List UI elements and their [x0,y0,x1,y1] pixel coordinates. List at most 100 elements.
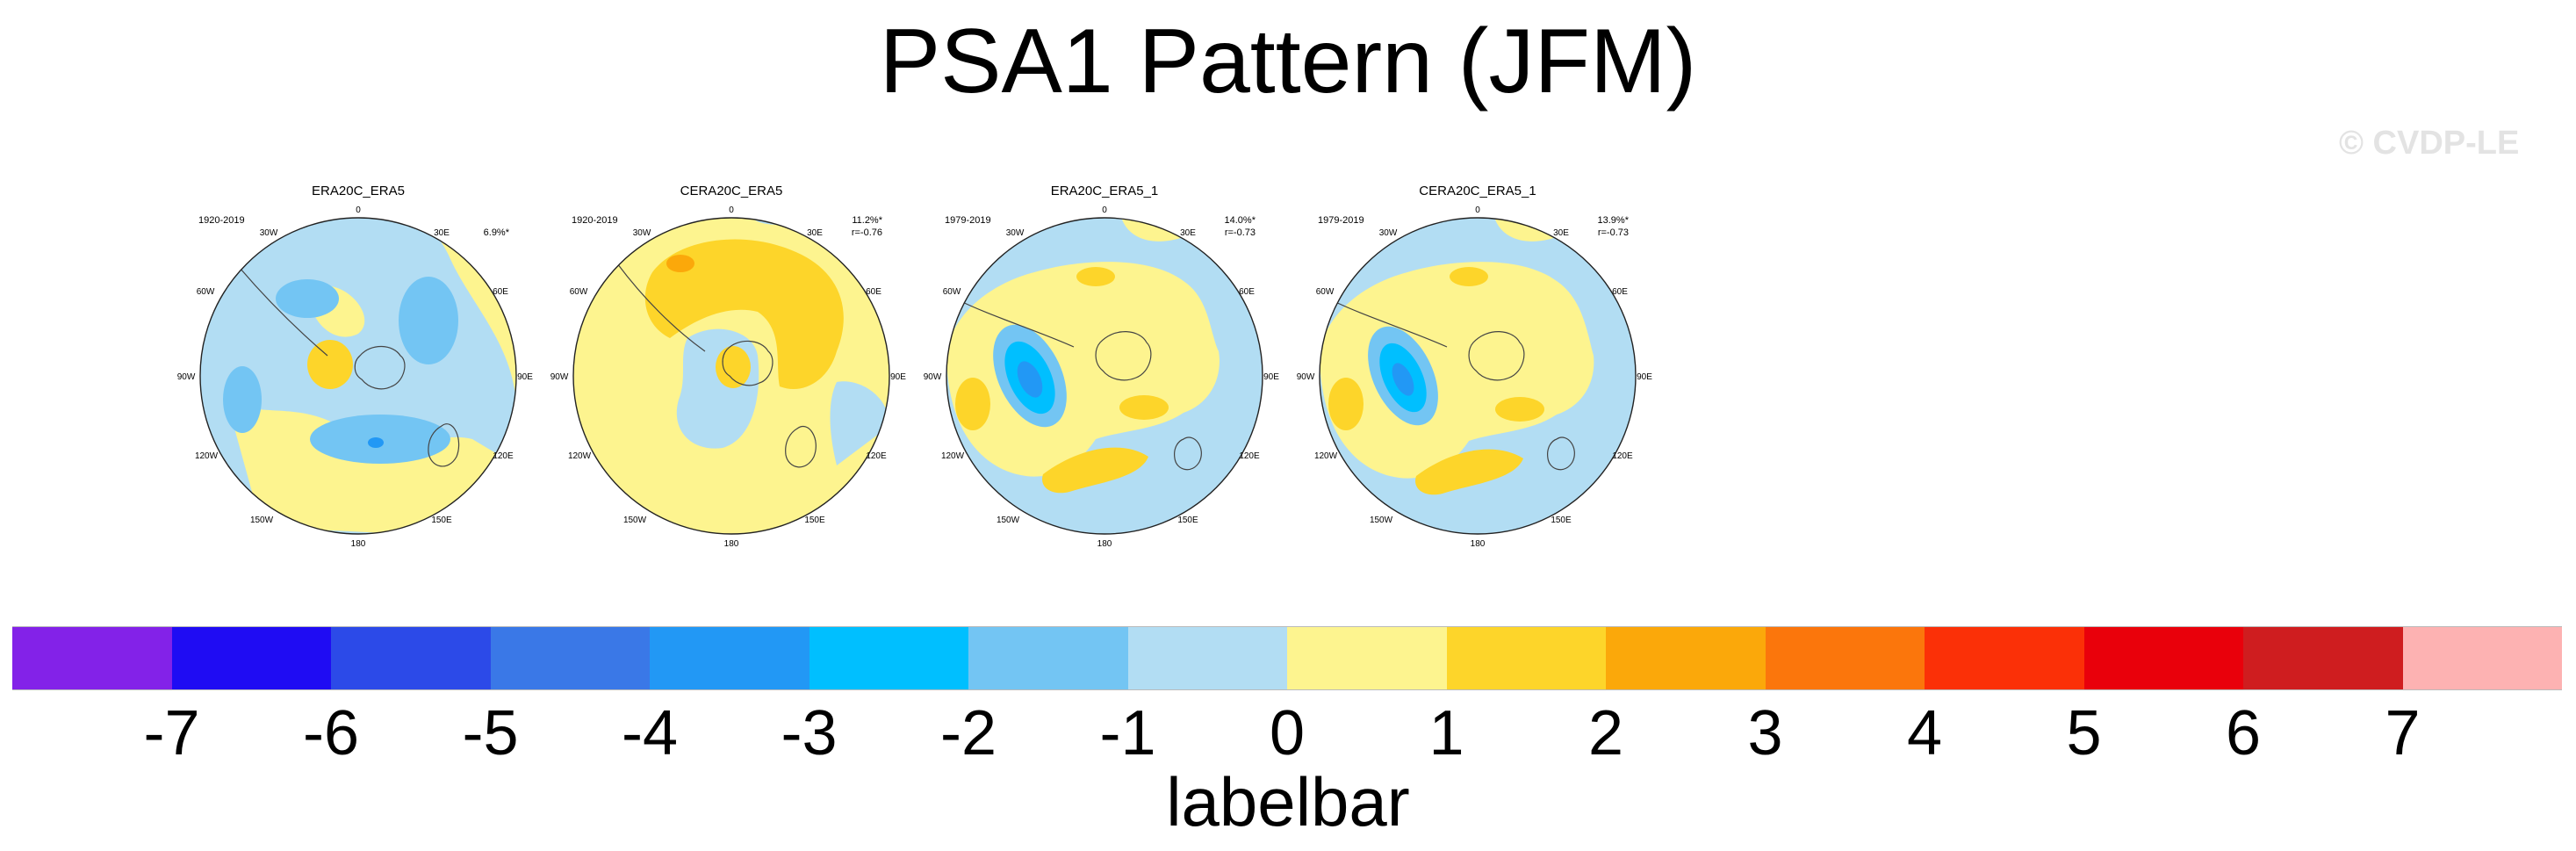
positive-center [1495,397,1544,422]
figure-title: PSA1 Pattern (JFM) [879,11,1697,112]
map-panel: ERA20C_ERA5_1 1979-2019 14.0%* r=-0.73 0… [920,176,1289,562]
lon-label: 60W [1316,287,1335,297]
australia-coastline [1174,436,1202,471]
south-america-coastline [1328,298,1448,348]
colorbar-tick-label: -2 [939,698,997,768]
antarctica-coastline [354,345,406,390]
positive-center [955,378,990,430]
positive-core [666,255,694,272]
lon-label: 0 [729,206,734,215]
polar-map: CERA20C_ERA5_1 1979-2019 13.9%* r=-0.73 … [1297,184,1653,549]
antarctica-coastline [1095,331,1152,381]
period-label: 1979-2019 [1318,215,1364,226]
correlation-label: r=-0.76 [852,227,882,238]
lon-label: 0 [1475,206,1480,215]
negative-region [830,381,889,465]
south-america-coastline [616,263,706,352]
correlation-label: r=-0.73 [1598,227,1629,238]
negative-center [276,279,339,318]
panel-title: CERA20C_ERA5 [680,184,783,198]
lon-label: 90W [177,372,196,382]
positive-region [1320,262,1594,479]
lon-label: 120W [568,451,592,461]
colorbar-tick-label: -3 [781,698,838,768]
lon-label: 120W [195,451,219,461]
lon-label: 120W [941,451,965,461]
panel-title: ERA20C_ERA5_1 [1051,184,1159,198]
colorbar-box [2083,627,2243,689]
colorbar-box [1925,627,2084,689]
antarctica-coastline [1468,331,1525,381]
antarctica-coastline [722,340,774,386]
positive-center [1076,267,1115,286]
lon-label: 60W [943,287,961,297]
lon-label: 120E [1239,451,1260,461]
lon-label: 60E [1239,287,1255,297]
lon-label: 90W [1297,372,1315,382]
colorbar-tick-label: 3 [1747,698,1783,768]
lon-label: 180 [351,539,366,549]
colorbar-tick-label: 2 [1587,698,1624,768]
positive-center [1415,449,1523,495]
positive-center [716,346,751,388]
colorbar-box [809,627,968,689]
variance-label: 13.9%* [1598,215,1630,226]
colorbar-tick-label: 1 [1428,698,1464,768]
colorbar-tick-label: -5 [462,698,519,768]
colorbar-box [331,627,491,689]
lon-label: 0 [1102,206,1107,215]
negative-region [747,218,807,225]
colorbar-tick-label: 4 [1906,698,1943,768]
lon-label: 150E [1177,516,1198,525]
colorbar-title: labelbar [1166,763,1410,840]
colorbar-box [1606,627,1766,689]
lon-label: 150W [250,516,274,525]
watermark: © CVDP-LE [2339,125,2520,162]
lon-label: 90E [1263,372,1279,382]
lon-label: 150E [1551,516,1572,525]
period-label: 1920-2019 [572,215,618,226]
lon-label: 180 [724,539,739,549]
colorbar [12,626,2562,690]
colorbar-box [1127,627,1287,689]
colorbar-box [490,627,650,689]
colorbar-tick-label: -7 [143,698,200,768]
variance-label: 6.9%* [484,227,510,238]
lon-label: 90W [550,372,569,382]
panel-title: CERA20C_ERA5_1 [1419,184,1536,198]
lon-label: 60E [1612,287,1628,297]
lon-label: 60W [570,287,588,297]
colorbar-box [1446,627,1606,689]
colorbar-tick-label: -4 [621,698,679,768]
variance-label: 11.2%* [852,215,882,226]
colorbar-box [171,627,331,689]
negative-center [223,366,262,433]
map-panel: CERA20C_ERA5 1920-2019 11.2%* r=-0.76 0 … [547,176,916,562]
polar-map: ERA20C_ERA5 1920-2019 6.9%* 0 30E 60E 90… [177,184,534,549]
lon-label: 150W [623,516,647,525]
lon-label: 30W [633,228,651,238]
positive-region [946,262,1220,477]
positive-region [365,506,404,523]
positive-center [1119,395,1169,420]
map-border [199,217,517,535]
polar-map: CERA20C_ERA5 1920-2019 11.2%* r=-0.76 0 … [550,184,907,549]
lon-label: 0 [356,206,361,215]
colorbar-box [2402,627,2562,689]
lon-label: 60W [197,287,215,297]
colorbar-box [2243,627,2403,689]
colorbar-tick-label: -6 [302,698,360,768]
colorbar-tick-label: 5 [2066,698,2102,768]
lon-label: 120E [493,451,514,461]
positive-center [1328,378,1364,430]
colorbar-box [1287,627,1447,689]
variance-label: 14.0%* [1225,215,1256,226]
lon-label: 30E [1553,228,1569,238]
australia-coastline [1547,436,1575,471]
colorbar-box [12,627,172,689]
colorbar-tick-label: -1 [1099,698,1156,768]
negative-center [399,277,458,364]
colorbar-tick-label: 6 [2225,698,2262,768]
lon-label: 30E [434,228,450,238]
lon-label: 90E [890,372,906,382]
